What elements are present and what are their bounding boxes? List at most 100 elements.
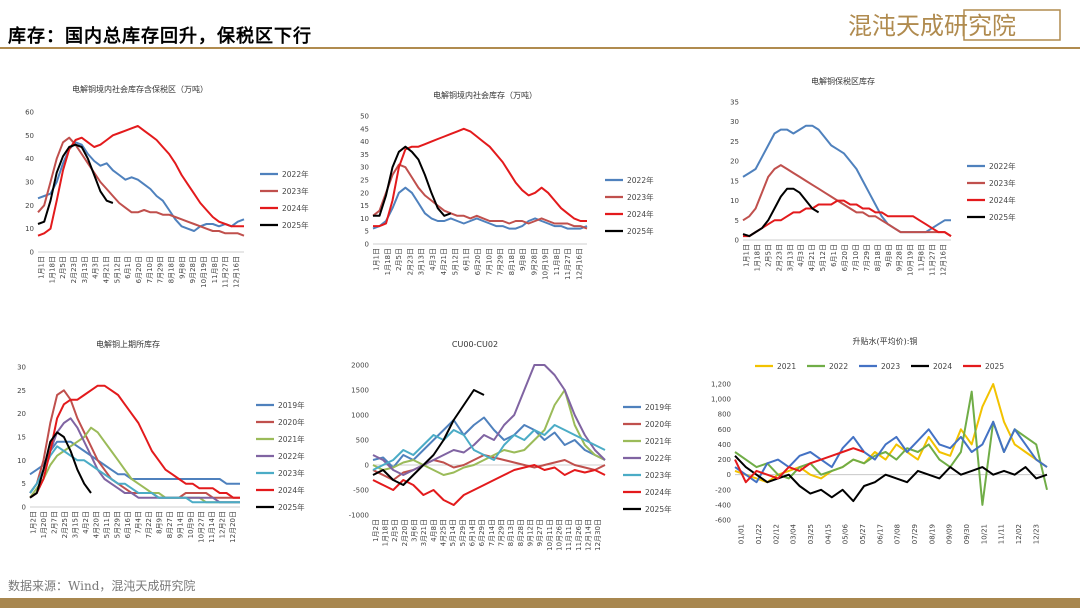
legend-label: 2020年 bbox=[278, 417, 305, 427]
x-tick-label: 10/21 bbox=[980, 524, 988, 544]
x-tick-label: 6月1日 bbox=[124, 256, 132, 279]
series-line-2022年 bbox=[372, 186, 588, 230]
y-tick-label: 2000 bbox=[351, 362, 369, 370]
y-tick-label: 1500 bbox=[351, 387, 369, 395]
y-tick-label: 40 bbox=[25, 155, 34, 163]
chart-bonded-zone-inventory: 电解铜保税区库存 0 5 10 15 20 25 30 35 1月1日 1月18日 2月5日 2月23日… bbox=[730, 76, 1016, 276]
x-tick-label: 7月10日 bbox=[485, 248, 493, 275]
x-tick-label: 3月6日 bbox=[411, 519, 419, 542]
x-tick-label: 12/02 bbox=[1015, 524, 1023, 544]
x-tick-label: 07/29 bbox=[911, 524, 919, 544]
y-tick-label: 30 bbox=[360, 164, 369, 172]
series-line-2024年 bbox=[29, 384, 240, 499]
legend-label: 2022年 bbox=[282, 169, 309, 179]
x-tick-label: 07/08 bbox=[894, 524, 902, 544]
x-tick-label: 6月14日 bbox=[469, 519, 477, 546]
x-tick-label: 11月11日 bbox=[565, 519, 573, 551]
x-tick-label: 1月2日 bbox=[29, 511, 37, 534]
x-tick-label: 2月5日 bbox=[395, 248, 403, 271]
x-tick-label: 5月11日 bbox=[103, 511, 111, 538]
x-tick-label: 2月7日 bbox=[50, 511, 58, 534]
x-tick-label: 2月23日 bbox=[775, 244, 783, 271]
x-tick-label: 1月18日 bbox=[382, 519, 390, 546]
chart-title: 电解铜境内社会库存含保税区（万吨） bbox=[72, 84, 208, 94]
legend-label: 2022年 bbox=[989, 161, 1016, 171]
x-tick-label: 6月1日 bbox=[463, 248, 471, 271]
legend-label: 2024年 bbox=[989, 195, 1016, 205]
x-tick-label: 10月19日 bbox=[907, 244, 915, 276]
y-tick-label: -1000 bbox=[349, 512, 369, 520]
series-line-2024年 bbox=[743, 199, 952, 238]
x-tick-label: 12月16日 bbox=[233, 256, 241, 288]
x-tick-label: 3月15日 bbox=[71, 511, 79, 538]
x-tick-label: 10月19日 bbox=[542, 248, 550, 280]
x-tick-label: 05/27 bbox=[859, 524, 867, 544]
x-tick-label: 7月22日 bbox=[145, 511, 153, 538]
legend-label: 2022年 bbox=[627, 175, 654, 185]
x-tick-label: 12月16日 bbox=[575, 248, 583, 280]
legend-label: 2025 bbox=[985, 362, 1004, 371]
y-tick-label: 0 bbox=[22, 504, 26, 512]
x-tick-label: 01/01 bbox=[738, 524, 746, 544]
y-tick-label: 0 bbox=[30, 249, 34, 257]
legend-label: 2023年 bbox=[278, 468, 305, 478]
y-tick-label: 10 bbox=[360, 215, 369, 223]
y-tick-label: 45 bbox=[360, 125, 369, 133]
y-tick-label: 40 bbox=[360, 138, 369, 146]
y-tick-label: 1,200 bbox=[711, 381, 731, 389]
series-line-2024 bbox=[734, 455, 1048, 503]
data-source-note: 数据来源：Wind，混沌天成研究院 bbox=[8, 579, 196, 593]
legend-label: 2024年 bbox=[278, 485, 305, 495]
legend-label: 2024年 bbox=[282, 203, 309, 213]
x-tick-label: 4月20日 bbox=[92, 511, 100, 538]
y-tick-label: 600 bbox=[718, 426, 731, 434]
x-tick-label: 6月1日 bbox=[830, 244, 838, 267]
y-tick-label: 0 bbox=[727, 471, 731, 479]
series-line-2023年 bbox=[742, 164, 952, 237]
y-tick-label: 30 bbox=[730, 118, 739, 126]
chart-copper-premium-discount: 升贴水(平均价):铜 -600 -400 -200 0 200 400 600 800 1,000… bbox=[711, 336, 1048, 544]
x-tick-label: 01/22 bbox=[755, 524, 763, 544]
legend-label: 2024年 bbox=[627, 209, 654, 219]
x-tick-label: 9月14日 bbox=[176, 511, 184, 538]
series-line-2025年 bbox=[372, 389, 485, 486]
x-tick-label: 1月1日 bbox=[373, 248, 381, 271]
x-tick-label: 7月10日 bbox=[852, 244, 860, 271]
x-tick-label: 9月8日 bbox=[885, 244, 893, 267]
x-tick-label: 9月28日 bbox=[530, 248, 538, 275]
y-tick-label: 20 bbox=[17, 410, 26, 418]
x-tick-label: 1月18日 bbox=[48, 256, 56, 283]
y-tick-label: 15 bbox=[730, 177, 739, 185]
legend-label: 2025年 bbox=[282, 220, 309, 230]
x-tick-label: 6月20日 bbox=[474, 248, 482, 275]
y-tick-label: 5 bbox=[22, 480, 26, 488]
y-tick-label: 10 bbox=[25, 225, 34, 233]
chart-title: CU00-CU02 bbox=[452, 340, 498, 349]
y-tick-label: 30 bbox=[17, 364, 26, 372]
x-tick-label: 08/19 bbox=[928, 524, 936, 544]
series-line-2023年 bbox=[37, 136, 245, 237]
x-tick-label: 8月18日 bbox=[168, 256, 176, 283]
series-line-2024年 bbox=[373, 127, 587, 228]
x-tick-label: 12/23 bbox=[1032, 524, 1040, 544]
x-tick-label: 6月16日 bbox=[124, 511, 132, 538]
x-tick-label: 5月12日 bbox=[451, 248, 459, 275]
x-tick-label: 5月29日 bbox=[459, 519, 467, 546]
x-tick-label: 5月12日 bbox=[113, 256, 121, 283]
y-tick-label: 0 bbox=[365, 462, 369, 470]
x-tick-label: 8月18日 bbox=[874, 244, 882, 271]
x-tick-label: 5月14日 bbox=[449, 519, 457, 546]
x-tick-label: 7月10日 bbox=[146, 256, 154, 283]
x-tick-label: 1月18日 bbox=[384, 248, 392, 275]
x-tick-label: 12月14日 bbox=[585, 519, 593, 551]
title-divider bbox=[0, 47, 1080, 49]
x-tick-label: 12月2日 bbox=[218, 511, 226, 538]
x-tick-label: 5月29日 bbox=[113, 511, 121, 538]
x-tick-label: 11月26日 bbox=[575, 519, 583, 551]
y-tick-label: 50 bbox=[360, 113, 369, 121]
page-title: 库存：国内总库存回升，保税区下行 bbox=[8, 26, 312, 47]
legend-label: 2025年 bbox=[989, 212, 1016, 222]
x-tick-label: 3月13日 bbox=[418, 248, 426, 275]
y-tick-label: 15 bbox=[360, 202, 369, 210]
x-tick-label: 9月27日 bbox=[536, 519, 544, 546]
